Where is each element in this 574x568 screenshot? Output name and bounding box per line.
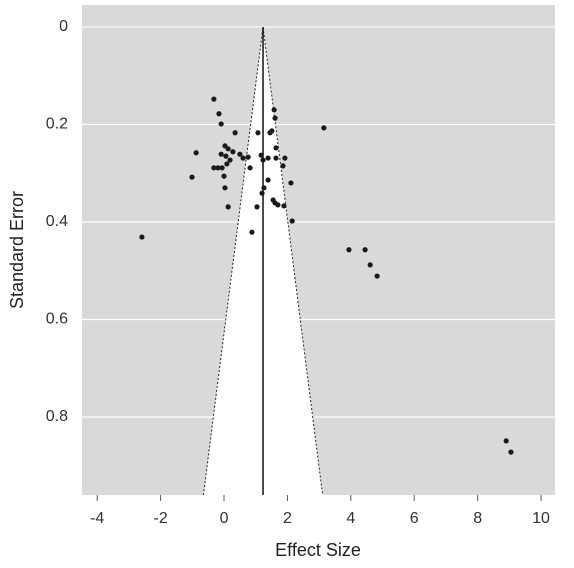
- point: [225, 146, 231, 152]
- y-tick-label: 0: [59, 18, 68, 35]
- y-tick-label: 0.8: [46, 408, 68, 425]
- point: [281, 203, 287, 209]
- point: [508, 449, 514, 455]
- point: [346, 247, 352, 253]
- x-tick-label: 10: [532, 510, 550, 527]
- point: [374, 273, 380, 279]
- point: [254, 204, 260, 210]
- funnel-line: [202, 26, 324, 496]
- point: [265, 177, 271, 183]
- point: [269, 128, 275, 134]
- x-tick-label: -4: [90, 510, 104, 527]
- y-tick-label: 0.2: [46, 116, 68, 133]
- point: [216, 111, 222, 117]
- point: [255, 130, 261, 136]
- point: [503, 438, 509, 444]
- point: [240, 155, 246, 161]
- point: [273, 155, 279, 161]
- point: [273, 145, 279, 151]
- point: [245, 154, 251, 160]
- point: [230, 149, 236, 155]
- point: [271, 107, 277, 113]
- point: [211, 165, 217, 171]
- point: [189, 174, 195, 180]
- point: [272, 115, 278, 121]
- point: [362, 247, 368, 253]
- y-tick-label: 0.4: [46, 213, 68, 230]
- plot-background: [82, 5, 555, 495]
- point: [280, 163, 286, 169]
- point: [221, 173, 227, 179]
- x-axis-title: Effect Size: [275, 540, 361, 560]
- point: [265, 155, 271, 161]
- point: [232, 130, 238, 136]
- point: [289, 218, 295, 224]
- y-tick-label: 0.6: [46, 311, 68, 328]
- point: [219, 165, 225, 171]
- point: [261, 185, 267, 191]
- point: [225, 204, 231, 210]
- x-tick-label: -2: [154, 510, 168, 527]
- x-tick-label: 4: [346, 510, 355, 527]
- point: [288, 180, 294, 186]
- point: [282, 155, 288, 161]
- x-tick-label: 2: [283, 510, 292, 527]
- point: [247, 165, 253, 171]
- point: [258, 152, 264, 158]
- point: [260, 157, 266, 163]
- y-axis-title: Standard Error: [7, 191, 27, 309]
- point: [211, 96, 217, 102]
- point: [224, 161, 230, 167]
- point: [275, 202, 281, 208]
- point: [223, 153, 229, 159]
- point: [237, 151, 243, 157]
- point: [139, 234, 145, 240]
- point: [193, 150, 199, 156]
- point: [222, 185, 228, 191]
- x-tick-label: 6: [410, 510, 419, 527]
- x-tick-label: 0: [220, 510, 229, 527]
- x-tick-label: 8: [473, 510, 482, 527]
- point: [367, 262, 373, 268]
- point: [218, 121, 224, 127]
- point: [249, 229, 255, 235]
- point: [321, 125, 327, 131]
- point: [259, 190, 265, 196]
- point: [215, 165, 221, 171]
- point: [218, 151, 224, 157]
- point: [227, 157, 233, 163]
